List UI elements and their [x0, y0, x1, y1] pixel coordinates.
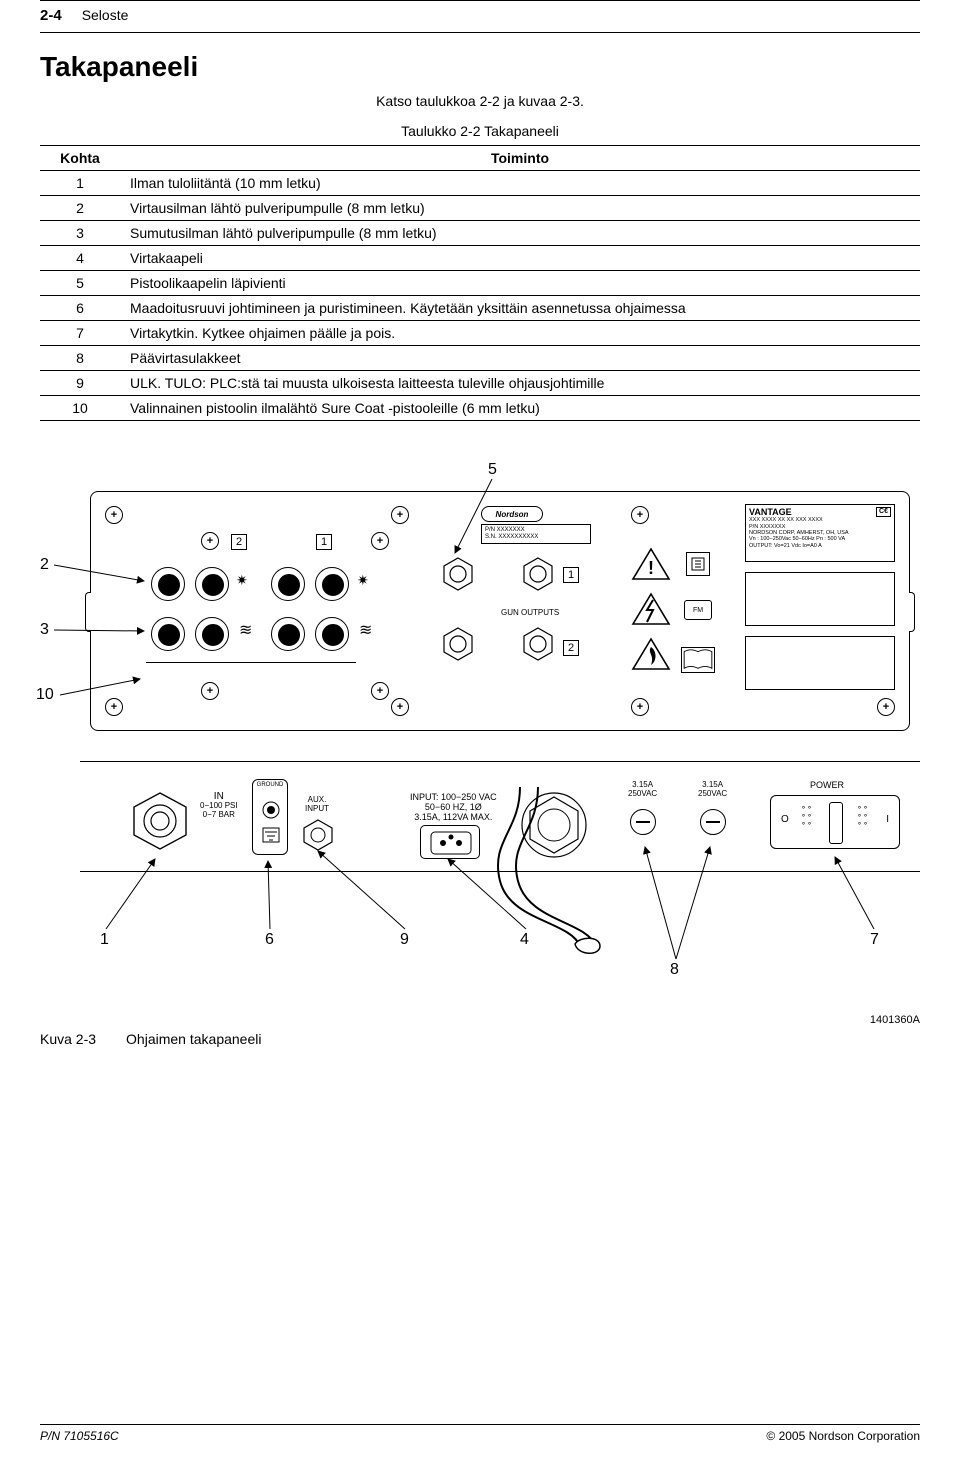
table-row: 4Virtakaapeli	[40, 246, 920, 271]
footer-copyright: © 2005 Nordson Corporation	[766, 1429, 920, 1443]
page-header: 2-4 Seloste	[40, 5, 920, 32]
figure-id-code: 1401360A	[870, 1014, 920, 1026]
table-row: 7Virtakytkin. Kytkee ohjaimen päälle ja …	[40, 321, 920, 346]
table-row: 3Sumutusilman lähtö pulveripumpulle (8 m…	[40, 221, 920, 246]
figure-id: Kuva 2-3	[40, 1031, 96, 1047]
table-row: 9ULK. TULO: PLC:stä tai muusta ulkoisest…	[40, 371, 920, 396]
footer-pn: P/N 7105516C	[40, 1429, 119, 1443]
table-caption: Taulukko 2-2 Takapaneeli	[40, 123, 920, 139]
rear-panel-diagram: 2 1 ✷ ✷ ≋ ≋	[40, 461, 920, 1021]
table-takapaneeli: Kohta Toiminto 1Ilman tuloliitäntä (10 m…	[40, 145, 920, 421]
page-title: Takapaneeli	[40, 51, 920, 83]
table-row: 8Päävirtasulakkeet	[40, 346, 920, 371]
table-row: 5Pistoolikaapelin läpivienti	[40, 271, 920, 296]
table-row: 1Ilman tuloliitäntä (10 mm letku)	[40, 171, 920, 196]
figure-caption-text: Ohjaimen takapaneeli	[126, 1031, 261, 1047]
table-row: 10Valinnainen pistoolin ilmalähtö Sure C…	[40, 396, 920, 421]
page-number: 2-4	[40, 7, 62, 24]
leader-lines	[40, 461, 920, 1021]
page-footer: P/N 7105516C © 2005 Nordson Corporation	[40, 1424, 920, 1443]
table-col-kohta: Kohta	[40, 146, 120, 171]
table-row: 2Virtausilman lähtö pulveripumpulle (8 m…	[40, 196, 920, 221]
table-col-toiminto: Toiminto	[120, 146, 920, 171]
table-row: 6Maadoitusruuvi johtimineen ja puristimi…	[40, 296, 920, 321]
subtitle: Katso taulukkoa 2-2 ja kuvaa 2-3.	[376, 93, 584, 109]
section-name: Seloste	[82, 7, 129, 23]
figure-caption: Kuva 2-3 Ohjaimen takapaneeli	[40, 1031, 920, 1047]
